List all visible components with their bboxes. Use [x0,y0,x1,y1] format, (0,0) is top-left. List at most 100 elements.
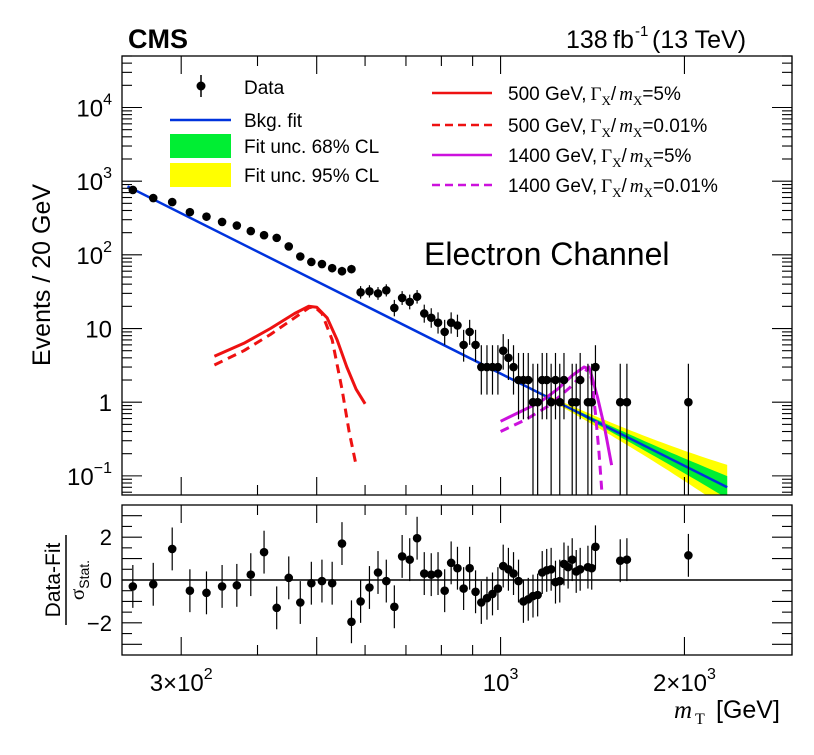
data-point [587,363,597,495]
fit-unc-68-area [513,380,728,495]
pull-point [567,538,577,582]
data-point [202,212,211,221]
y-tick-label: 104 [76,91,112,122]
data-point [551,352,560,420]
x-axis-label-sym: m [674,697,692,724]
data-point [533,363,542,495]
data-point [419,304,429,323]
pull-point [185,569,195,613]
ratio-y-tick-label: −2 [87,611,112,636]
data-point [571,363,581,495]
x-tick-label: 2×103 [653,666,716,697]
data-point [259,230,269,240]
bkg-fit-curve [126,185,728,489]
energy-label: (13 TeV) [652,26,746,54]
x-axis-label-sub: T [695,711,705,728]
signal-500-w001-curve [213,304,358,466]
data-point [317,259,327,269]
legend-data-marker [196,75,206,97]
pull-point [446,541,456,585]
legend-unc68-box [170,134,231,158]
legend-sig1-label: 500 GeV, ΓX/mX=5% [508,84,681,108]
legend-unc95-label: Fit unc. 95% CL [244,166,379,187]
pull-points [128,516,693,644]
fit-unc-68-band [513,380,728,495]
pull-point [217,565,227,608]
data-point [167,197,177,207]
pull-point [148,562,158,606]
data-point [390,299,399,317]
legend-bkg-label: Bkg. fit [244,111,303,132]
pull-point [591,525,600,569]
data-point [405,294,415,310]
lumi-unit: fb [613,26,634,54]
pull-point [390,585,399,629]
data-point [433,312,443,334]
pull-point [307,561,316,605]
lumi-exp: -1 [635,23,648,40]
main-y-axis-label: Events / 20 GeV [28,184,56,366]
pull-point [546,547,556,591]
data-point [509,345,518,395]
data-point [295,252,305,261]
pull-point [327,561,337,605]
data-point [622,363,632,495]
data-point [307,257,316,267]
pull-point [488,572,497,616]
x-axis-label: m T [GeV] [674,696,780,728]
pull-point [514,559,523,603]
data-point [684,363,693,495]
pull-point [259,530,269,574]
pull-point [465,546,474,590]
legend-sig2-label: 500 GeV, ΓX/mX=0.01% [508,116,707,140]
data-point [504,339,513,381]
legend-unc95-box [170,163,231,187]
y-tick-label: 102 [76,239,112,270]
pull-point [337,522,347,565]
pull-point [433,552,443,595]
legend-sig4-label: 1400 GeV, ΓX/mX=0.01% [508,176,718,200]
ratio-y-tick-label: 0 [100,568,112,593]
ratio-y-ticks: 2 0 −2 [87,515,792,645]
y-tick-label: 1 [99,390,112,417]
pull-point [482,576,492,620]
data-point [567,363,577,495]
data-point [397,291,407,305]
y-tick-label: 10 [85,317,112,344]
data-point [327,263,337,273]
legend-data-label: Data [244,78,285,99]
pull-point [504,547,513,591]
data-point [453,314,462,337]
pull-point [440,569,449,613]
legend-right: 500 GeV, ΓX/mX=5% 500 GeV, ΓX/mX=0.01% 140… [432,84,718,200]
data-point [412,290,422,304]
data-point [555,363,565,495]
x-axis-label-unit: [GeV] [716,696,780,724]
data-point [373,287,383,300]
fit-unc-95-band [500,373,728,495]
pull-point [284,556,294,600]
data-point [440,319,449,345]
data-point [523,352,533,420]
data-point [498,334,508,370]
pull-point [356,580,365,623]
ratio-y-label-top: Data-Fit [42,542,65,617]
ratio-x-ticks: 3×102 103 2×103 [150,505,793,697]
data-point [246,226,256,236]
data-point [615,363,625,495]
x-tick-label: 3×102 [150,666,213,697]
pull-point [555,559,565,603]
pull-point [373,551,383,594]
pull-point [459,567,468,610]
data-point [284,242,294,251]
data-point [459,329,468,362]
data-points [128,185,693,495]
data-point [546,363,556,495]
pull-point [347,600,356,644]
ratio-plot-panel: 2 0 −2 3×102 103 2×103 Data-Fit σStat. m T [… [42,504,793,728]
pull-point [453,546,462,590]
data-point [493,345,503,395]
pull-point [365,566,374,609]
pull-point [615,539,625,583]
